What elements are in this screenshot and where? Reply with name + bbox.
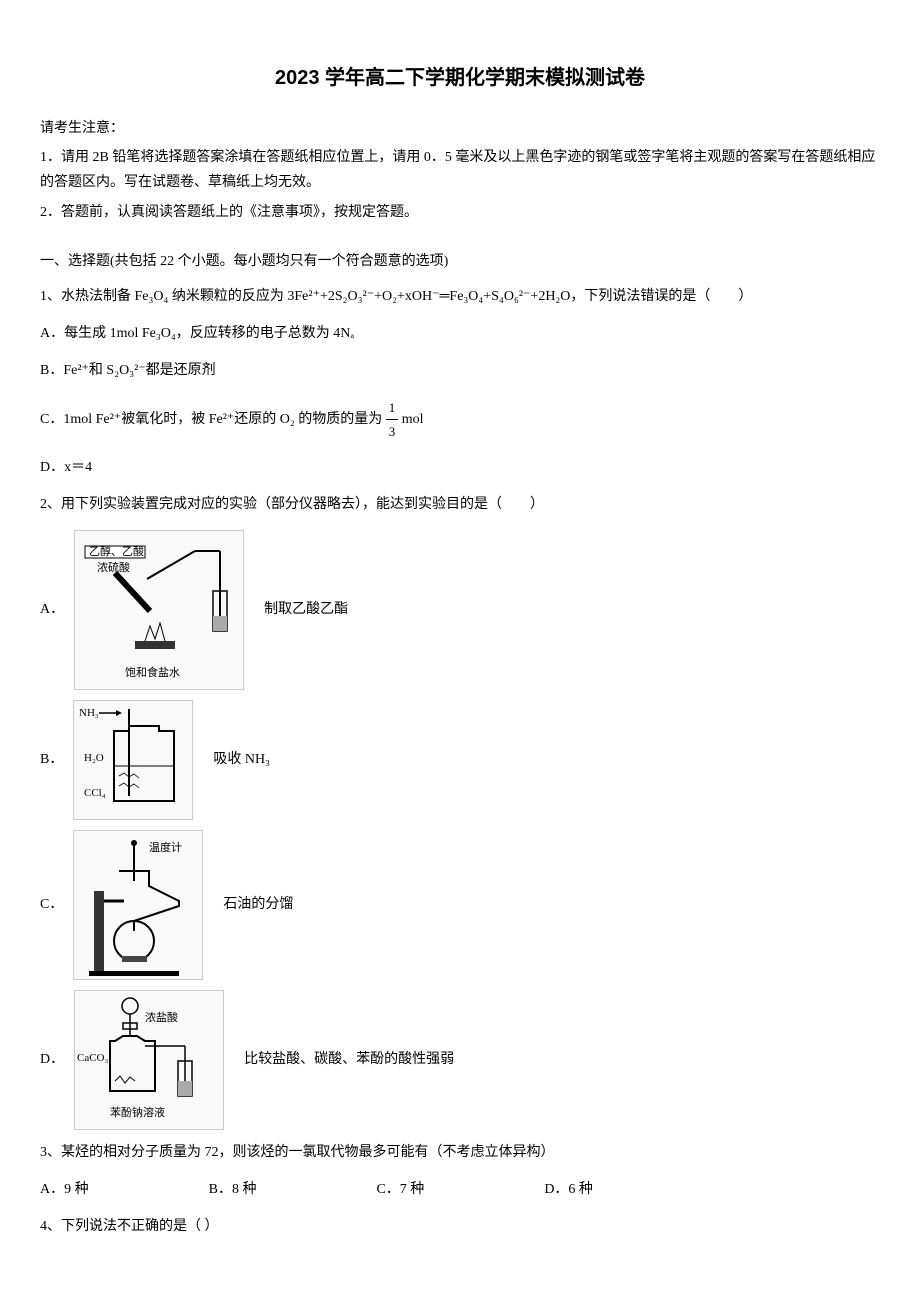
diagram-b-label2: H₂O xyxy=(84,752,104,764)
q1-option-c: C．1mol Fe²⁺被氧化时，被 Fe²⁺还原的 O₂ 的物质的量为 1 3 … xyxy=(40,396,880,444)
diagram-d: 浓盐酸 CaCO₃ 苯酚钠溶液 xyxy=(74,990,224,1130)
q2-optd-desc: 比较盐酸、碳酸、苯酚的酸性强弱 xyxy=(244,1047,454,1072)
diagram-a: 乙醇、乙酸 浓硫酸 饱和食盐水 xyxy=(74,530,244,690)
q2-optc-label: C． xyxy=(40,892,63,917)
q2-optd-label: D． xyxy=(40,1047,64,1072)
q2-optc-desc: 石油的分馏 xyxy=(223,892,293,917)
q1-optc-fraction: 1 3 xyxy=(386,396,399,444)
q1-optc-suffix: mol xyxy=(402,412,424,427)
diagram-b: NH₃ H₂O CCl₄ xyxy=(73,700,193,820)
question-3-stem: 3、某烃的相对分子质量为 72，则该烃的一氯取代物最多可能有（不考虑立体异构） xyxy=(40,1140,880,1165)
q3-options: A．9 种 B．8 种 C．7 种 D．6 种 xyxy=(40,1177,880,1202)
diagram-a-label1: 乙醇、乙酸 xyxy=(89,544,144,558)
q3-option-a: A．9 种 xyxy=(40,1177,89,1202)
q2-option-b: B． NH₃ H₂O CCl₄ 吸收 NH₃ xyxy=(40,700,880,820)
frac-den: 3 xyxy=(386,420,399,443)
question-1-stem: 1、水热法制备 Fe₃O₄ 纳米颗粒的反应为 3Fe²⁺+2S₂O₃²⁻+O₂+… xyxy=(40,284,880,309)
section-1-header: 一、选择题(共包括 22 个小题。每小题均只有一个符合题意的选项) xyxy=(40,249,880,274)
q3-option-d: D．6 种 xyxy=(544,1177,593,1202)
diagram-a-label2: 浓硫酸 xyxy=(97,560,130,574)
diagram-a-label3: 饱和食盐水 xyxy=(125,665,180,679)
q2-optb-label: B． xyxy=(40,747,63,772)
q2-optb-desc: 吸收 NH₃ xyxy=(213,747,270,772)
question-2-stem: 2、用下列实验装置完成对应的实验（部分仪器略去），能达到实验目的是（ ） xyxy=(40,492,880,517)
q1-optc-prefix: C．1mol Fe²⁺被氧化时，被 Fe²⁺还原的 O₂ 的物质的量为 xyxy=(40,412,382,427)
diagram-d-label2: CaCO₃ xyxy=(77,1052,109,1064)
diagram-d-label3: 苯酚钠溶液 xyxy=(110,1105,165,1119)
q3-option-b: B．8 种 xyxy=(209,1177,257,1202)
diagram-c: 温度计 xyxy=(73,830,203,980)
q2-option-d: D． 浓盐酸 CaCO₃ 苯酚钠溶液 比较盐酸、碳酸、苯酚的酸性强弱 xyxy=(40,990,880,1130)
diagram-d-label1: 浓盐酸 xyxy=(145,1010,178,1024)
q2-opta-desc: 制取乙酸乙酯 xyxy=(264,597,348,622)
notice-line-1: 1．请用 2B 铅笔将选择题答案涂填在答题纸相应位置上，请用 0．5 毫米及以上… xyxy=(40,145,880,195)
q2-opta-label: A． xyxy=(40,597,64,622)
question-4-stem: 4、下列说法不正确的是（ ） xyxy=(40,1214,880,1239)
q1-option-d: D．x＝4 xyxy=(40,455,880,480)
exam-title: 2023 学年高二下学期化学期末模拟测试卷 xyxy=(40,60,880,96)
q3-option-c: C．7 种 xyxy=(376,1177,424,1202)
q2-option-a: A． 乙醇、乙酸 浓硫酸 饱和食盐水 制取乙酸乙酯 xyxy=(40,530,880,690)
q1-option-a: A．每生成 1mol Fe₃O₄，反应转移的电子总数为 4Nₐ xyxy=(40,321,880,346)
frac-num: 1 xyxy=(386,396,399,420)
diagram-b-label3: CCl₄ xyxy=(84,787,106,799)
diagram-c-label1: 温度计 xyxy=(149,840,182,854)
notice-line-2: 2．答题前，认真阅读答题纸上的《注意事项》，按规定答题。 xyxy=(40,200,880,225)
diagram-b-label1: NH₃ xyxy=(79,707,99,719)
q2-option-c: C． 温度计 石油的分馏 xyxy=(40,830,880,980)
q1-option-b: B．Fe²⁺和 S₂O₃²⁻都是还原剂 xyxy=(40,358,880,383)
notice-header: 请考生注意： xyxy=(40,116,880,141)
